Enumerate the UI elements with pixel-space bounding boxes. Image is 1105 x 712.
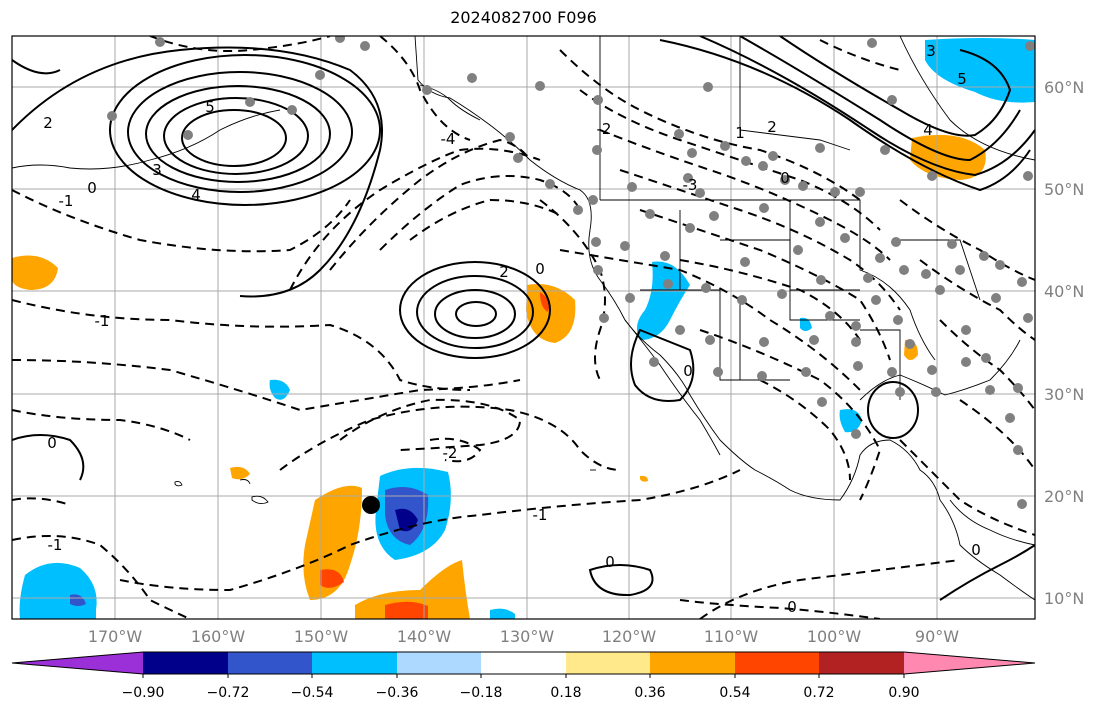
colorbar-tick-label: 0.54 <box>719 685 750 701</box>
colorbar-swatch <box>397 652 481 674</box>
contour-label: 0 <box>787 598 797 616</box>
longitude-labels: 170°W 160°W 150°W 140°W 130°W 120°W 110°… <box>88 627 959 646</box>
negative-contours <box>12 36 1035 619</box>
positive-contours <box>12 36 1035 601</box>
contour-label: 1 <box>735 124 745 142</box>
contour-label: 4 <box>923 121 933 139</box>
contour-label: 2 <box>767 118 777 136</box>
colorbar: −0.90 −0.72 −0.54 −0.36 −0.18 0.18 0.36 … <box>11 651 1036 701</box>
colorbar-swatch <box>481 652 566 674</box>
colorbar-extend-high <box>904 652 1035 674</box>
contour-label: 0 <box>780 169 790 187</box>
lon-label: 100°W <box>807 627 862 646</box>
colorbar-tick-label: −0.90 <box>122 685 165 701</box>
colorbar-tick-label: 0.90 <box>888 685 919 701</box>
lon-label: 150°W <box>294 627 349 646</box>
lat-label: 60°N <box>1044 78 1084 97</box>
map-title: 2024082700 F096 <box>450 8 597 27</box>
lat-label: 30°N <box>1044 385 1084 404</box>
contour-label: 4 <box>191 186 201 204</box>
contour-label: 5 <box>205 98 215 116</box>
contour-label-group: 5 3 2 4 1 2 5 3 4 0 0 2 0 0 0 0 -1 -1 -1… <box>43 42 981 616</box>
colorbar-swatch <box>143 652 228 674</box>
lat-label: 40°N <box>1044 282 1084 301</box>
contour-label: 3 <box>152 161 162 179</box>
lon-label: 90°W <box>915 627 959 646</box>
contour-label: 3 <box>926 42 936 60</box>
lat-label: 20°N <box>1044 487 1084 506</box>
graticule <box>12 36 1035 619</box>
lon-label: 110°W <box>704 627 759 646</box>
contour-label: 5 <box>957 70 967 88</box>
colorbar-tick-label: 0.36 <box>634 685 665 701</box>
lat-label: 10°N <box>1044 589 1084 608</box>
lon-label: 160°W <box>191 627 246 646</box>
contour-label: -1 <box>59 192 74 210</box>
contour-label: -4 <box>441 130 456 148</box>
station-markers <box>107 36 1035 509</box>
center-marker <box>362 496 380 514</box>
contour-label: 0 <box>605 553 615 571</box>
lat-label: 50°N <box>1044 180 1084 199</box>
lon-label: 140°W <box>397 627 452 646</box>
latitude-labels: 60°N 50°N 40°N 30°N 20°N 10°N <box>1044 78 1084 608</box>
contour-label: -1 <box>48 536 63 554</box>
contour-label: -2 <box>443 444 458 462</box>
contour-label: -1 <box>95 312 110 330</box>
colorbar-swatch <box>819 652 904 674</box>
colorbar-swatch <box>566 652 650 674</box>
colorbar-tick-label: −0.72 <box>207 685 250 701</box>
lon-label: 170°W <box>88 627 143 646</box>
colorbar-tick-label: −0.18 <box>460 685 503 701</box>
contour-label: 2 <box>43 114 53 132</box>
contour-label: 0 <box>47 434 57 452</box>
contour-label: -3 <box>683 176 698 194</box>
colorbar-swatch <box>312 652 397 674</box>
map-background <box>12 36 1035 619</box>
contour-label: 2 <box>499 263 509 281</box>
colorbar-extend-low <box>12 652 143 674</box>
lon-label: 130°W <box>500 627 555 646</box>
colorbar-swatch <box>228 652 312 674</box>
colorbar-tick-label: 0.18 <box>550 685 581 701</box>
contour-label: -2 <box>597 120 612 138</box>
contour-label: 0 <box>971 541 981 559</box>
map-frame <box>11 35 1036 620</box>
contour-label: -1 <box>533 506 548 524</box>
colorbar-swatch <box>650 652 735 674</box>
colorbar-swatch <box>735 652 819 674</box>
contour-label: 0 <box>87 179 97 197</box>
shading-layer <box>12 38 1035 619</box>
colorbar-tick-label: 0.72 <box>803 685 834 701</box>
lon-label: 120°W <box>602 627 657 646</box>
contour-label: 0 <box>535 260 545 278</box>
contour-label: 0 <box>683 362 693 380</box>
colorbar-tick-label: −0.36 <box>376 685 419 701</box>
colorbar-tick-label: −0.54 <box>291 685 334 701</box>
